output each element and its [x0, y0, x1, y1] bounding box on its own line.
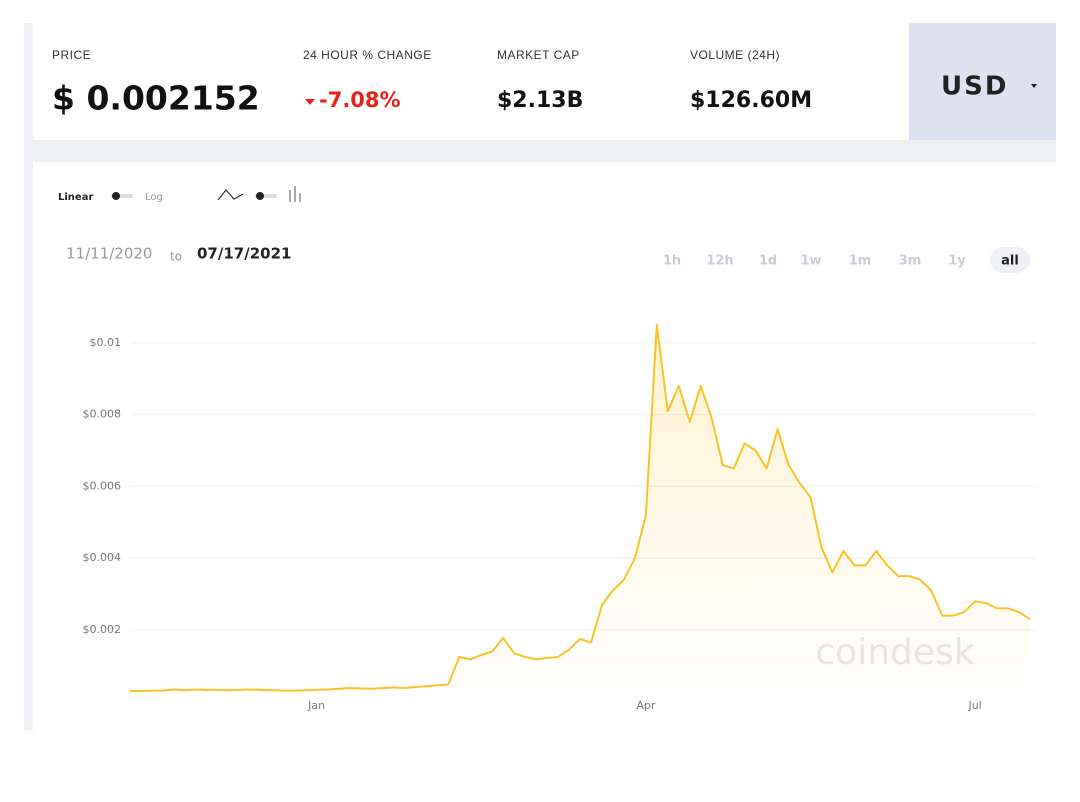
area — [130, 324, 1030, 702]
currency[interactable]: USD — [941, 72, 1008, 102]
y-tick-label: $0.002 — [83, 623, 122, 636]
range-button[interactable]: 12h — [706, 254, 733, 269]
x-tick-label: Apr — [636, 699, 656, 712]
range-button[interactable]: all — [1001, 254, 1019, 269]
y-tick-label: $0.004 — [83, 551, 122, 564]
stat-label: 24 HOUR % CHANGE — [303, 48, 432, 62]
range-button[interactable]: 1m — [849, 254, 872, 269]
date-from[interactable]: 11/11/2020 — [66, 245, 152, 263]
volume: $126.60M — [690, 88, 812, 113]
line — [130, 323, 1031, 692]
stat-label: PRICE — [52, 48, 91, 62]
range-button[interactable]: 1y — [948, 254, 966, 269]
change: -7.08% — [319, 88, 401, 112]
y-tick-label: $0.01 — [90, 336, 122, 349]
down-arrow — [305, 99, 315, 105]
range-button[interactable]: 1d — [759, 254, 777, 269]
range-button[interactable]: 3m — [899, 254, 922, 269]
currency-box[interactable] — [909, 23, 1056, 140]
x-tick-label: Jan — [307, 699, 325, 712]
range-active-bg[interactable] — [990, 247, 1030, 273]
log-label[interactable]: Log — [145, 192, 163, 203]
market-cap: $2.13B — [497, 88, 583, 113]
line-icon[interactable] — [217, 189, 244, 201]
candle-icon[interactable] — [289, 186, 301, 202]
stat-label: MARKET CAP — [497, 48, 580, 62]
stat-label: VOLUME (24H) — [690, 48, 780, 62]
range-button[interactable]: 1w — [800, 254, 821, 269]
price: $ 0.002152 — [52, 79, 260, 118]
y-tick-label: $0.006 — [83, 479, 122, 492]
range-button[interactable]: 1h — [663, 254, 681, 269]
linear-label[interactable]: Linear — [58, 192, 93, 203]
date-to-word: to — [170, 250, 182, 264]
toggle-knob[interactable] — [112, 192, 120, 200]
toggle-knob[interactable] — [256, 192, 264, 200]
y-tick-label: $0.008 — [83, 408, 122, 421]
date-to[interactable]: 07/17/2021 — [197, 245, 291, 263]
dropdown-caret — [1031, 84, 1037, 88]
stats-card — [33, 23, 1056, 140]
x-tick-label: Jul — [967, 699, 981, 712]
